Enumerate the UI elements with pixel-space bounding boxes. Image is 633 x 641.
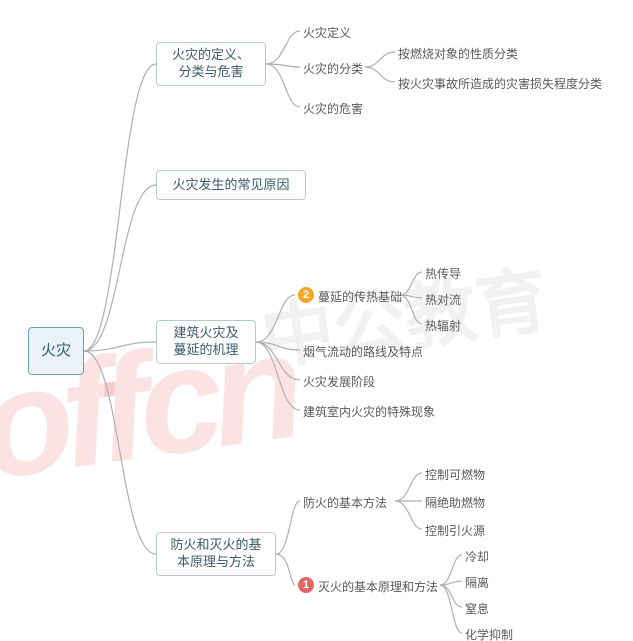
leaf-control-combustible: 控制可燃物 <box>425 466 485 483</box>
leaf-spread-heat-basis: 蔓延的传热基础 <box>318 288 402 305</box>
leaf-radiation: 热辐射 <box>425 317 461 334</box>
leaf-extinguish-methods: 灭火的基本原理和方法 <box>318 578 438 595</box>
leaf-control-ignition: 控制引火源 <box>425 522 485 539</box>
leaf-isolation: 隔离 <box>465 574 489 591</box>
l1-prevention: 防火和灭火的基本原理与方法 <box>156 532 276 576</box>
root-node: 火灾 <box>28 327 84 375</box>
connector-layer <box>0 0 633 641</box>
l1-building-fire: 建筑火灾及蔓延的机理 <box>156 320 256 364</box>
leaf-indoor-special: 建筑室内火灾的特殊现象 <box>303 403 435 420</box>
watermark-grey: 中公教育 <box>254 240 554 384</box>
leaf-smoke-flow: 烟气流动的路线及特点 <box>303 343 423 360</box>
l1-causes: 火灾发生的常见原因 <box>156 170 306 200</box>
leaf-cooling: 冷却 <box>465 548 489 565</box>
leaf-convection: 热对流 <box>425 291 461 308</box>
l1-definition: 火灾的定义、分类与危害 <box>156 42 266 86</box>
leaf-fire-classification: 火灾的分类 <box>303 60 363 77</box>
leaf-fire-definition: 火灾定义 <box>303 24 351 41</box>
badge-2: 2 <box>298 287 314 303</box>
leaf-smothering: 窒息 <box>465 600 489 617</box>
leaf-class-by-loss: 按火灾事故所造成的灾害损失程度分类 <box>398 75 602 92</box>
badge-1: 1 <box>298 577 314 593</box>
leaf-chemical-inh: 化学抑制 <box>465 626 513 641</box>
leaf-class-by-object: 按燃烧对象的性质分类 <box>398 45 518 62</box>
leaf-conduction: 热传导 <box>425 265 461 282</box>
leaf-fire-hazard: 火灾的危害 <box>303 100 363 117</box>
leaf-isolate-oxidizer: 隔绝助燃物 <box>425 494 485 511</box>
leaf-prevent-methods: 防火的基本方法 <box>303 494 387 511</box>
leaf-fire-stages: 火灾发展阶段 <box>303 373 375 390</box>
